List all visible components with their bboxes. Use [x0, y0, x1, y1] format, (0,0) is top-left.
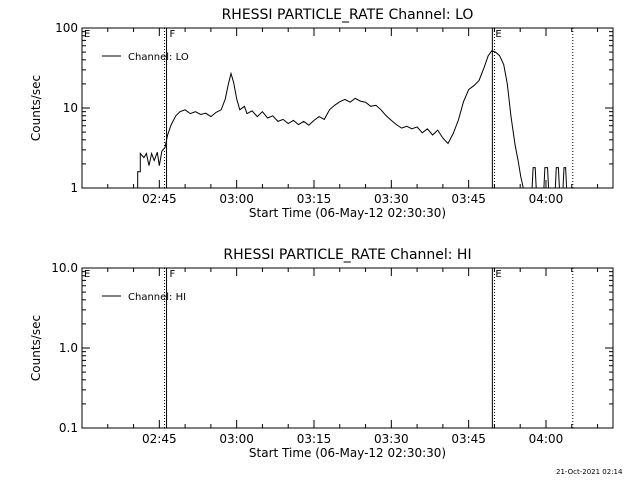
x-tick-label: 03:15 [297, 432, 332, 446]
x-axis-label: Start Time (06-May-12 02:30:30) [249, 446, 446, 460]
corner-label: E [84, 29, 90, 40]
x-tick-label: 03:30 [374, 432, 409, 446]
y-tick-label: 100 [55, 21, 78, 35]
y-axis-label: Counts/sec [29, 75, 43, 141]
chart-title: RHESSI PARTICLE_RATE Channel: LO [222, 7, 474, 23]
x-tick-label: 03:45 [451, 192, 486, 206]
y-tick-label: 1 [70, 181, 78, 195]
marker-label: E [495, 269, 501, 280]
y-tick-label: 0.1 [59, 421, 78, 435]
footer-date: 21-Oct-2021 02:14 [556, 468, 623, 476]
x-tick-label: 04:00 [529, 192, 564, 206]
y-tick-label: 1.0 [59, 341, 78, 355]
x-tick-label: 03:00 [219, 192, 254, 206]
x-tick-label: 02:45 [142, 192, 177, 206]
legend-label: Channel: HI [128, 292, 186, 303]
corner-label: E [84, 269, 90, 280]
x-tick-label: 03:15 [297, 192, 332, 206]
series-line [531, 167, 568, 189]
x-tick-label: 03:30 [374, 192, 409, 206]
marker-label: F [170, 269, 176, 280]
chart-title: RHESSI PARTICLE_RATE Channel: HI [223, 247, 471, 263]
x-tick-label: 03:00 [219, 432, 254, 446]
x-tick-label: 03:45 [451, 432, 486, 446]
legend-label: Channel: LO [128, 52, 189, 63]
y-tick-label: 10.0 [51, 261, 78, 275]
x-axis-label: Start Time (06-May-12 02:30:30) [249, 206, 446, 220]
marker-label: E [495, 29, 501, 40]
x-tick-label: 02:45 [142, 432, 177, 446]
marker-label: F [170, 29, 176, 40]
y-tick-label: 10 [63, 101, 78, 115]
x-tick-label: 04:00 [529, 432, 564, 446]
series-line [137, 50, 524, 189]
y-axis-label: Counts/sec [29, 315, 43, 381]
